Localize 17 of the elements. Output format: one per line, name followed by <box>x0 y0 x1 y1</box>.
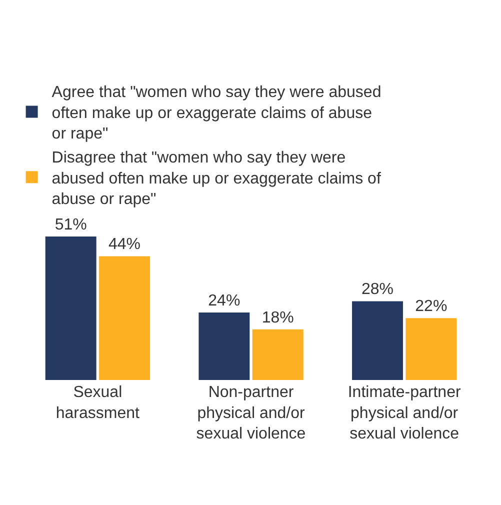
x-tick-label: Intimate-partner physical and/or sexual violence <box>348 384 462 443</box>
data-label: 18% <box>262 309 294 326</box>
x-tick-label: Non-partner physical and/or sexual violence <box>196 384 306 443</box>
bar <box>352 301 403 380</box>
data-label: 24% <box>208 292 240 310</box>
bar <box>99 256 150 380</box>
bar <box>198 312 250 380</box>
data-label: 22% <box>415 298 448 316</box>
bar <box>252 329 304 380</box>
bar <box>406 318 457 380</box>
data-label: 51% <box>54 216 87 234</box>
data-label: 44% <box>108 236 141 254</box>
bar <box>45 236 96 380</box>
data-label: 28% <box>361 281 394 298</box>
x-tick-label: Sexual harassment <box>56 384 140 422</box>
legend-label: Agree that "women who say they were abused often make up or exaggerate claims of abuse or rape" <box>52 84 382 143</box>
legend-label: Disagree that "women who say they were abused often make up or exaggerate claims of abuse or rape" <box>52 150 382 208</box>
